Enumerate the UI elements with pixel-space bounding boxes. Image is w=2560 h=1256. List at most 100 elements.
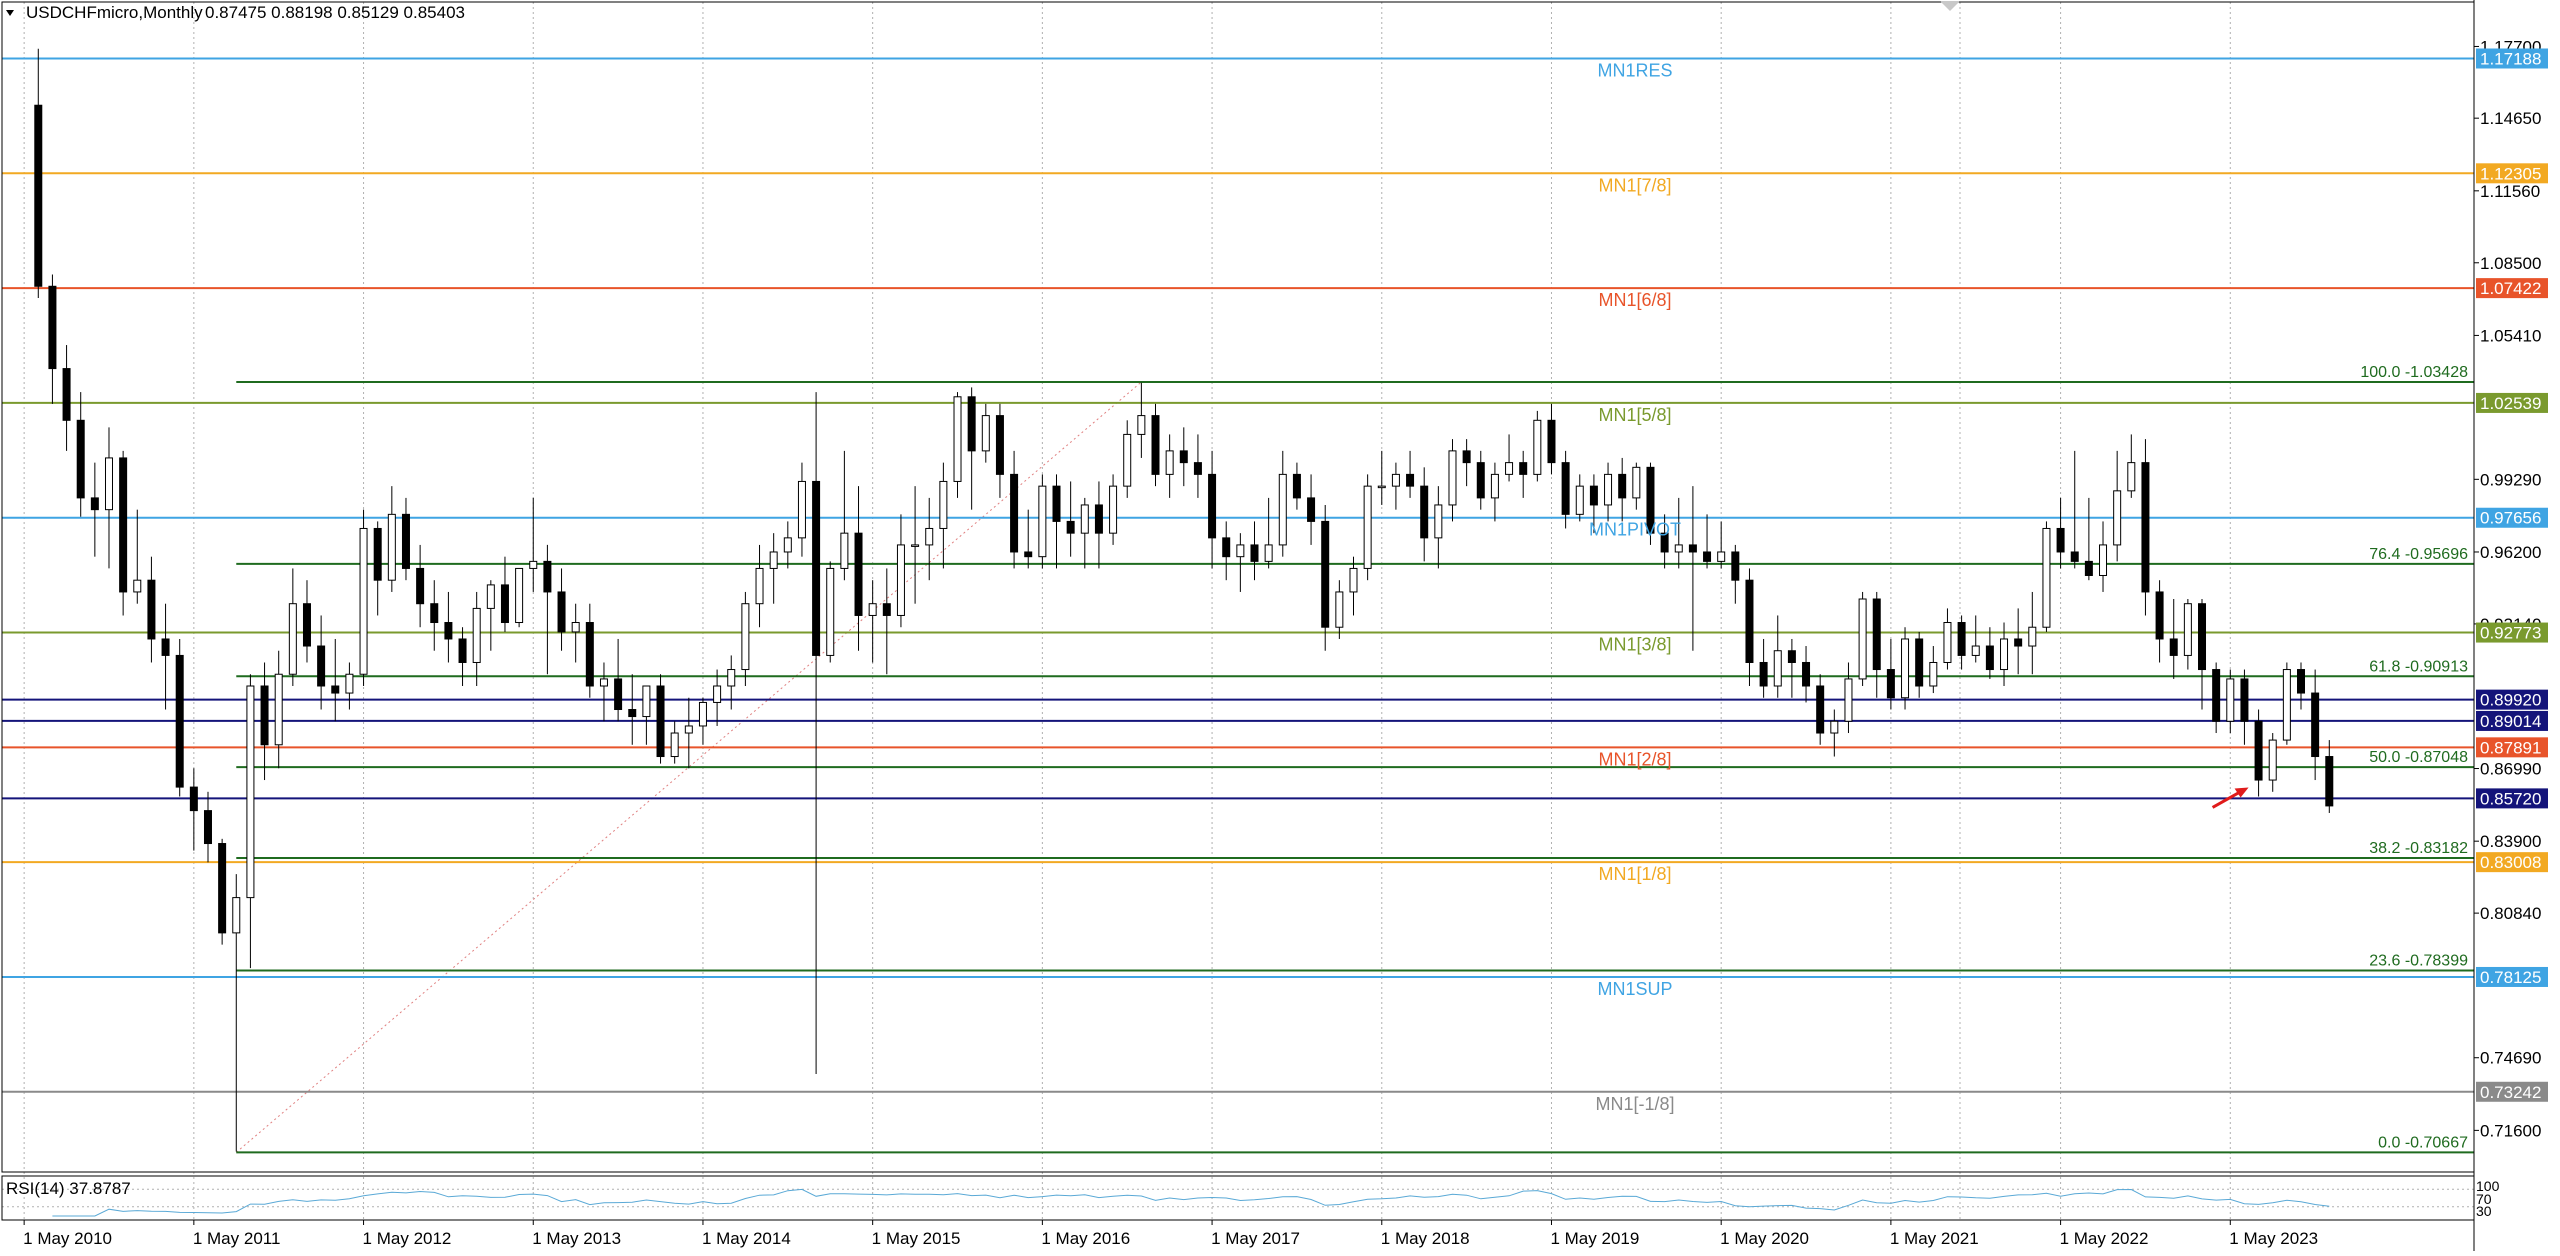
y-tick-label: 0.74690: [2480, 1049, 2541, 1068]
level-price-text: 0.89920: [2480, 691, 2541, 710]
bull-candle-body: [1137, 415, 1146, 435]
bull-candle-body: [515, 567, 524, 624]
candle: [1024, 509, 1033, 569]
candle: [1448, 439, 1457, 522]
candle: [1222, 521, 1231, 581]
level-name-label: MN1SUP: [1597, 979, 1672, 999]
level-price-text: 0.78125: [2480, 968, 2541, 987]
candle: [755, 544, 764, 628]
candles-layer: [34, 48, 2334, 1152]
level-price-text: 0.73242: [2480, 1083, 2541, 1102]
candle: [260, 662, 269, 781]
levels-layer: [2, 57, 2474, 1093]
candle: [1391, 462, 1400, 510]
candle: [359, 509, 368, 686]
candle: [529, 497, 538, 592]
candle: [2268, 733, 2277, 792]
shift-marker-icon[interactable]: [1940, 1, 1960, 11]
candle: [1321, 504, 1330, 651]
bear-candle-body: [1731, 551, 1740, 581]
candle: [1632, 462, 1641, 510]
bull-candle-body: [727, 669, 736, 687]
candle: [783, 521, 792, 569]
bull-candle-body: [232, 897, 241, 934]
candle: [939, 462, 948, 569]
level-price-tag: [2476, 966, 2548, 987]
bull-candle-body: [2113, 490, 2122, 546]
labels-layer: 100.0 -1.03428 76.4 -0.95696 61.8 -0.90913…: [1589, 48, 2548, 1151]
level-price-text: 0.89014: [2480, 712, 2541, 731]
fib-level-label: 23.6 -0.78399: [2369, 953, 2468, 970]
candle: [2127, 434, 2136, 498]
bear-candle-body: [189, 786, 198, 812]
candle: [444, 591, 453, 663]
level-name-label: MN1[6/8]: [1598, 290, 1671, 310]
level-name-label: MN1[5/8]: [1598, 405, 1671, 425]
candle: [1165, 434, 1174, 498]
bear-candle-body: [1787, 650, 1796, 663]
bull-candle-body: [359, 527, 368, 675]
candle: [642, 685, 651, 745]
bear-candle-body: [1759, 661, 1768, 687]
bull-candle-body: [1971, 645, 1980, 656]
candle: [1137, 382, 1146, 458]
level-price-tag: [2476, 392, 2548, 413]
bear-candle-body: [1886, 669, 1895, 699]
candle: [1872, 591, 1881, 698]
rsi-scale-70: 70: [2476, 1191, 2492, 1207]
bear-candle-body: [34, 104, 43, 287]
bull-candle-body: [939, 480, 948, 529]
candle: [175, 638, 184, 797]
bull-candle-body: [1123, 433, 1132, 487]
candle: [2282, 662, 2291, 745]
bull-candle-body: [826, 567, 835, 656]
bear-candle-body: [2198, 603, 2207, 671]
candle: [2311, 669, 2320, 781]
candle: [995, 403, 1004, 498]
bear-candle-body: [995, 415, 1004, 475]
candle: [769, 533, 778, 604]
candle: [599, 662, 608, 722]
x-tick-label: 1 May 2012: [363, 1229, 452, 1248]
candle: [1123, 420, 1132, 498]
candle: [416, 544, 425, 628]
candle: [1490, 462, 1499, 522]
candle: [882, 568, 891, 675]
bull-candle-body: [1632, 466, 1641, 499]
bull-candle-body: [1165, 450, 1174, 475]
candle: [1236, 533, 1245, 592]
candle: [302, 580, 311, 663]
level-price-tag: [2476, 689, 2548, 710]
level-price-text: 1.12305: [2480, 164, 2541, 183]
bear-candle-body: [2141, 462, 2150, 593]
candle: [1109, 474, 1118, 545]
x-tick-label: 1 May 2010: [23, 1229, 112, 1248]
bull-candle-body: [1604, 473, 1613, 506]
candle: [2042, 521, 2051, 632]
bear-candle-body: [500, 584, 509, 624]
candle: [1830, 709, 1839, 757]
bull-candle-body: [868, 603, 877, 616]
candle: [1745, 568, 1754, 686]
bear-candle-body: [1307, 497, 1316, 522]
chart-menu-triangle-icon[interactable]: [6, 10, 14, 16]
candle: [472, 591, 481, 686]
level-price-text: 0.97656: [2480, 509, 2541, 528]
bull-candle-body: [1505, 462, 1514, 475]
bear-candle-body: [882, 603, 891, 616]
bear-candle-body: [401, 513, 410, 569]
candle: [1208, 450, 1217, 569]
candle: [967, 387, 976, 510]
bear-candle-body: [656, 685, 665, 758]
x-tick-label: 1 May 2014: [702, 1229, 791, 1248]
bull-candle-body: [599, 678, 608, 687]
bull-candle-body: [2127, 462, 2136, 492]
candle: [1363, 474, 1372, 581]
bear-candle-body: [1151, 415, 1160, 475]
level-name-label: MN1PIVOT: [1589, 520, 1681, 540]
bull-candle-body: [529, 560, 538, 569]
candle: [713, 669, 722, 726]
